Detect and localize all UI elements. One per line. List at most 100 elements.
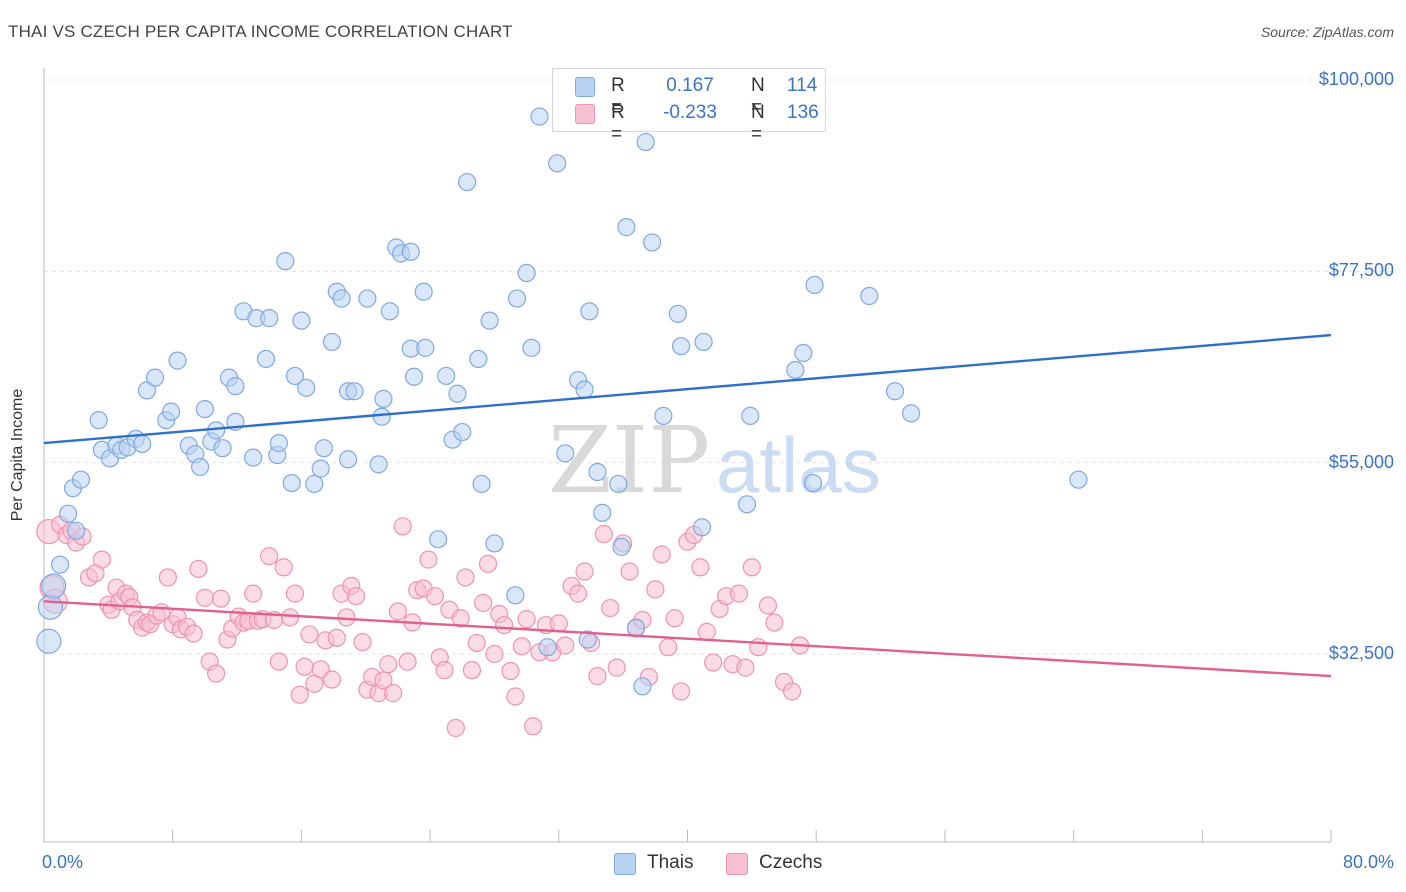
- thais-point: [448, 384, 467, 403]
- thais-point: [668, 304, 687, 323]
- czechs-trend-line: [43, 600, 1332, 678]
- czechs-point: [501, 661, 520, 681]
- thais-point: [530, 107, 549, 126]
- thais-r-value: 0.167: [666, 75, 714, 96]
- thais-point: [137, 381, 157, 400]
- thais-point: [786, 360, 805, 380]
- thais-point: [380, 302, 399, 321]
- thais-point: [145, 368, 165, 387]
- czechs-point: [419, 550, 438, 569]
- czechs-point: [646, 580, 665, 599]
- czechs-point: [322, 670, 342, 689]
- thais-point: [36, 628, 62, 654]
- thais-point: [269, 434, 288, 453]
- thais-point: [213, 439, 232, 458]
- czechs-point: [379, 655, 398, 674]
- thais-point: [633, 677, 652, 696]
- thais-point: [556, 444, 575, 463]
- thais-point: [369, 455, 388, 474]
- thais-point: [580, 302, 599, 321]
- czechs-point: [451, 609, 470, 628]
- czechs-point: [485, 644, 504, 664]
- axes: [43, 68, 1332, 843]
- czechs-point: [704, 653, 723, 672]
- thais-point: [345, 382, 364, 401]
- czechs-point: [601, 598, 620, 618]
- czechs-point: [506, 687, 525, 706]
- thais-point: [469, 349, 488, 369]
- thais-point: [860, 286, 879, 306]
- czechs-point: [456, 568, 475, 587]
- czechs-point: [295, 657, 314, 676]
- thais-point: [548, 154, 567, 173]
- thais-point: [374, 389, 393, 408]
- thais-point: [575, 380, 594, 399]
- thais-point: [506, 586, 525, 605]
- thais-point: [190, 457, 210, 477]
- czechs-swatch: [575, 104, 595, 124]
- czechs-point: [556, 636, 575, 655]
- thais-point: [612, 537, 631, 556]
- thais-point: [404, 367, 424, 386]
- y-axis-label: Per Capita Income: [9, 388, 26, 522]
- watermark: ZIP atlas: [548, 407, 881, 514]
- thais-point: [416, 338, 435, 357]
- thais-point: [803, 473, 823, 493]
- czechs-point: [383, 684, 403, 703]
- czechs-point: [327, 628, 346, 647]
- thais-point: [276, 252, 295, 271]
- thais-point: [322, 332, 342, 352]
- czechs-point: [495, 615, 514, 635]
- thais-point: [522, 338, 541, 357]
- thais-point: [226, 377, 245, 396]
- gridlines: [44, 79, 1394, 655]
- czechs-r-value: -0.233: [663, 102, 717, 123]
- thais-point: [794, 343, 813, 363]
- thais-point: [578, 630, 597, 649]
- czechs-point: [569, 584, 588, 603]
- czechs-point: [620, 562, 639, 581]
- x-tick-max: 80.0%: [1342, 852, 1394, 872]
- czechs-point: [274, 558, 293, 577]
- bottom-thais-swatch: [614, 853, 636, 875]
- watermark-zip: ZIP: [548, 407, 710, 514]
- thais-point: [71, 470, 91, 489]
- x-tick-min: 0.0%: [42, 852, 84, 872]
- czechs-point: [435, 661, 454, 680]
- thais-point: [256, 349, 276, 369]
- czechs-point: [189, 559, 208, 579]
- czechs-point: [765, 613, 784, 632]
- thais-point: [626, 618, 646, 637]
- bottom-czechs-label: Czechs: [759, 852, 823, 873]
- correlation-legend: R = 0.167 N = 114 R = -0.233 N = 136: [552, 68, 826, 145]
- thais-point: [358, 289, 377, 308]
- thais-point: [89, 411, 108, 430]
- thais-point: [168, 351, 187, 370]
- thais-point: [902, 404, 921, 423]
- czechs-point: [742, 558, 761, 577]
- czechs-point: [311, 660, 330, 679]
- czechs-point: [462, 661, 482, 680]
- czechs-point: [652, 545, 671, 564]
- czechs-n-label: N =: [751, 102, 765, 145]
- czechs-point: [300, 625, 319, 644]
- thais-point: [437, 366, 456, 386]
- czechs-point: [398, 652, 417, 671]
- thais-swatch: [575, 77, 595, 97]
- thais-r-label: R =: [611, 75, 625, 118]
- y-tick-label-1: $55,000: [1328, 451, 1394, 472]
- thais-point: [538, 638, 557, 657]
- czechs-point: [211, 589, 231, 608]
- thais-point: [292, 311, 311, 330]
- czechs-point: [184, 624, 203, 643]
- czechs-point: [425, 587, 445, 606]
- thais-point: [737, 495, 757, 514]
- czechs-point: [665, 609, 684, 628]
- thais-point: [372, 407, 391, 426]
- thais-point: [692, 518, 712, 537]
- thais-point: [885, 382, 905, 401]
- thais-point: [609, 474, 628, 494]
- czechs-point: [244, 584, 263, 603]
- czechs-point: [729, 584, 749, 603]
